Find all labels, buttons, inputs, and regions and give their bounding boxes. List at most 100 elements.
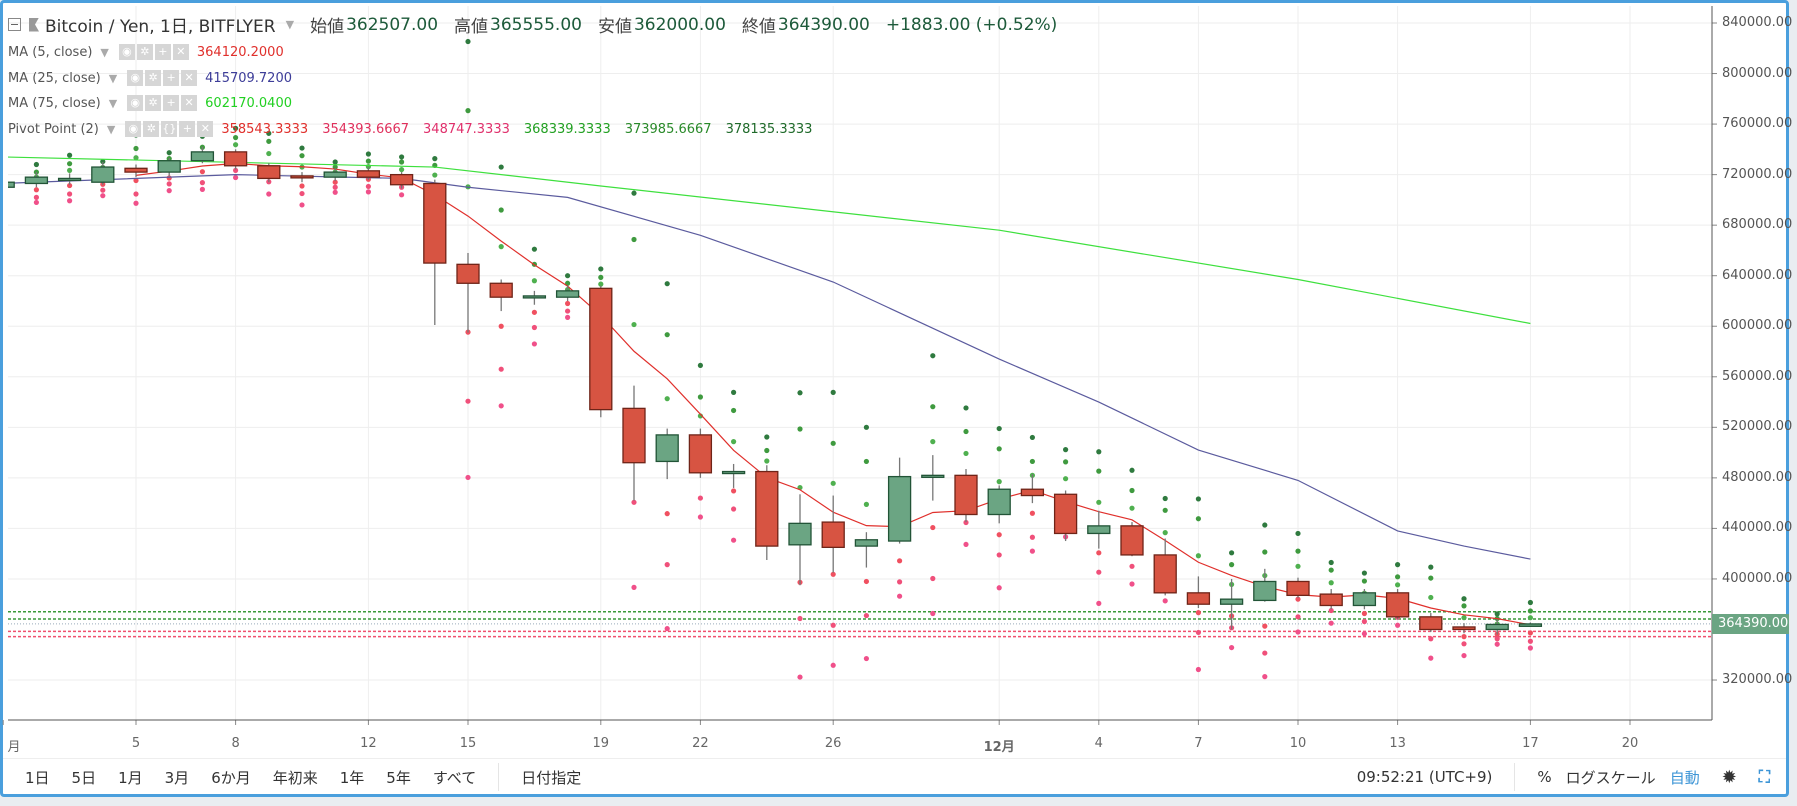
pivot-dot (299, 183, 305, 189)
pivot-dot (399, 159, 405, 165)
pivot-dot (233, 134, 239, 141)
eye-icon[interactable]: ◉ (125, 121, 142, 137)
range-1d[interactable]: 1日 (25, 768, 50, 787)
pivot-dot (365, 183, 371, 190)
pivot-dot (365, 189, 371, 195)
chevron-down-icon[interactable]: ▼ (108, 96, 118, 110)
pivot-dot (565, 308, 571, 314)
pivot-dot (1361, 631, 1367, 637)
plus-icon[interactable]: + (163, 95, 180, 111)
pivot-r1: 368339.3333 (523, 121, 611, 137)
plus-icon[interactable]: + (154, 44, 171, 60)
pivot-s1: 358543.3333 (221, 121, 309, 137)
x-tick-label: 7 (1194, 736, 1203, 751)
range-all[interactable]: すべて (432, 768, 477, 787)
candle-up (555, 290, 580, 298)
x-tick-label: 8 (231, 736, 240, 751)
gear-icon[interactable]: ✲ (145, 95, 162, 111)
chevron-down-icon[interactable]: ▼ (108, 71, 118, 85)
pivot-dot (531, 278, 538, 284)
pivot-dot (565, 300, 571, 307)
fullscreen-icon[interactable]: ⛶ (1758, 767, 1770, 786)
pivot-dot (1295, 629, 1301, 635)
goto-date-button[interactable]: 日付指定 (521, 768, 582, 787)
gear-icon[interactable]: ✲ (145, 70, 162, 86)
pivot-dot (498, 403, 504, 409)
x-tick-label: 4 (1094, 736, 1103, 751)
pivot-dot (631, 236, 637, 243)
pivot-dot (33, 199, 40, 206)
range-6m[interactable]: 6か月 (211, 768, 251, 787)
pivot-dot (631, 584, 637, 590)
gear-icon[interactable]: ✲ (136, 44, 153, 60)
close-icon[interactable]: ✕ (181, 70, 198, 86)
pivot-dot (863, 458, 870, 465)
pivot-dot (963, 450, 969, 457)
range-5d[interactable]: 5日 (71, 768, 97, 787)
eye-icon[interactable]: ◉ (118, 44, 135, 60)
pivot-dot (1395, 562, 1401, 568)
candle-up (854, 539, 879, 547)
pivot-dot (1096, 468, 1102, 474)
auto-scale-toggle[interactable]: 自動 (1669, 768, 1700, 787)
pivot-dot (100, 187, 106, 193)
x-tick-label: 22 (692, 736, 709, 751)
range-1y[interactable]: 1年 (339, 768, 365, 787)
indicator-name[interactable]: MA (5, close) (8, 44, 93, 60)
pivot-dot (432, 172, 438, 178)
chevron-down-icon[interactable]: ▼ (100, 45, 109, 59)
y-tick-label: 320000.00 (1722, 672, 1793, 688)
range-5y[interactable]: 5年 (386, 768, 411, 787)
range-3m[interactable]: 3月 (164, 768, 190, 787)
candle-down (1452, 626, 1476, 631)
symbol-title[interactable]: Bitcoin / Yen, 1日, BITFLYER (45, 17, 276, 37)
pivot-dot (664, 562, 670, 568)
pivot-dot (863, 655, 870, 662)
candle-up (1253, 580, 1277, 602)
percent-toggle[interactable]: % (1537, 768, 1552, 786)
eye-icon[interactable]: ◉ (127, 70, 144, 86)
pivot-dot (332, 189, 338, 195)
divider (1514, 763, 1516, 791)
log-scale-toggle[interactable]: ログスケール (1565, 768, 1656, 787)
close-icon[interactable]: ✕ (181, 95, 198, 111)
chevron-down-icon[interactable]: ▼ (106, 122, 116, 136)
symbol-flag-icon (29, 17, 39, 32)
pivot-dot (1428, 655, 1434, 661)
pivot-dot (697, 362, 704, 369)
pivot-dot (963, 428, 969, 435)
pivot-dot (963, 541, 969, 548)
pivot-dot (830, 662, 836, 668)
candle-up (987, 488, 1011, 516)
pivot-dot (1162, 495, 1168, 502)
eye-icon[interactable]: ◉ (127, 95, 144, 111)
pivot-dot (631, 190, 637, 196)
gear-icon[interactable]: ✹ (1721, 766, 1737, 788)
indicator-name[interactable]: Pivot Point (2) (8, 121, 99, 137)
indicator-name[interactable]: MA (25, close) (8, 70, 101, 86)
close-icon[interactable]: ✕ (197, 121, 214, 137)
braces-icon[interactable]: {} (161, 121, 178, 137)
pivot-dot (166, 175, 172, 181)
pivot-dot (365, 151, 371, 157)
pivot-dot (299, 202, 305, 208)
pivot-dot (1428, 636, 1434, 642)
pivot-dot (133, 200, 139, 206)
collapse-icon[interactable] (8, 18, 21, 31)
plus-icon[interactable]: + (163, 70, 180, 86)
pivot-dot (1063, 476, 1069, 482)
candle-down (1319, 593, 1343, 607)
pivot-dot (830, 480, 836, 486)
chevron-down-icon[interactable]: ▼ (285, 18, 295, 31)
indicator-name[interactable]: MA (75, close) (8, 95, 101, 111)
close-icon[interactable]: ✕ (172, 44, 189, 60)
range-1m[interactable]: 1月 (118, 768, 143, 787)
pivot-dot (67, 152, 73, 158)
pivot-dot (996, 446, 1002, 452)
pivot-dot (996, 532, 1002, 538)
range-ytd[interactable]: 年初来 (272, 768, 318, 787)
gear-icon[interactable]: ✲ (143, 121, 160, 137)
plus-icon[interactable]: + (179, 121, 196, 137)
candle-down (954, 474, 978, 516)
